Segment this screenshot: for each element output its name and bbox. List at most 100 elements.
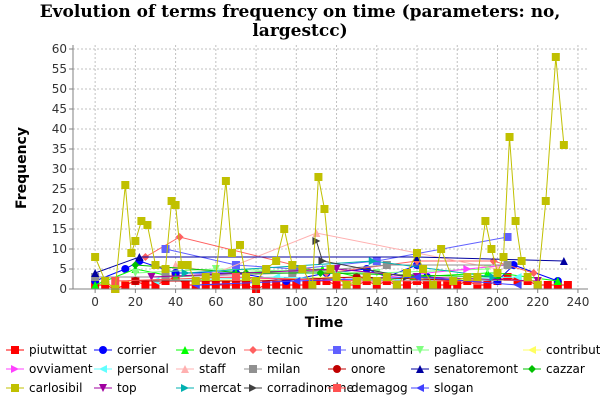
data-point (503, 233, 512, 241)
data-point (437, 245, 446, 253)
data-point (137, 217, 146, 225)
legend-item-cazzar: cazzar (523, 362, 585, 376)
legend-item-top: top (94, 381, 137, 395)
y-tick-label: 0 (59, 282, 67, 296)
legend-item-carlosibil: carlosibil (6, 381, 82, 395)
data-point (513, 281, 522, 289)
y-tick-label: 35 (52, 142, 67, 156)
data-point (221, 281, 230, 289)
y-tick-label: 45 (52, 102, 67, 116)
legend-marker (11, 346, 19, 354)
data-point (523, 273, 532, 281)
legend-item-contribut: contribut (523, 343, 600, 357)
x-axis-label: Time (305, 315, 343, 331)
legend-label: cazzar (546, 362, 585, 376)
chart-title-line-1: Evolution of terms frequency on time (pa… (40, 2, 561, 22)
legend-marker (11, 384, 19, 392)
legend-marker (416, 346, 424, 354)
data-point (320, 205, 329, 213)
data-point (505, 133, 514, 141)
data-point (372, 277, 381, 285)
data-point (413, 249, 422, 257)
legend-marker (99, 384, 107, 392)
legend-label: top (117, 381, 137, 395)
x-tick-label: 80 (248, 295, 263, 309)
legend-label: carlosibil (29, 381, 82, 395)
data-point (308, 281, 317, 289)
plot-area: 0 20 40 60 80 100 120 140 160 180 200 220 240 0 5 10 15 2… (52, 42, 590, 309)
legend-item-milan: milan (244, 362, 300, 376)
data-point (473, 273, 482, 281)
legend-item-devon: devon (176, 343, 236, 357)
legend-label: piutwittat (29, 343, 87, 357)
legend-marker (99, 346, 107, 354)
x-tick-label: 140 (365, 295, 388, 309)
data-point (372, 257, 381, 265)
data-point (131, 277, 140, 285)
legend-label: senatoremont (434, 362, 518, 376)
x-tick-label: 160 (406, 295, 429, 309)
data-point (551, 53, 560, 61)
data-point (252, 277, 261, 285)
legend-marker (528, 346, 536, 354)
data-point (443, 281, 452, 289)
data-point (509, 261, 518, 269)
data-point (211, 273, 220, 281)
series-line-devon (94, 268, 558, 286)
data-point (288, 261, 297, 269)
legend-marker (333, 365, 341, 373)
data-point (392, 281, 401, 289)
data-point (171, 201, 180, 209)
legend: piutwittat corrier devon tecnic unomattin pag… (6, 343, 600, 395)
data-point (111, 277, 120, 285)
legend-marker (181, 365, 189, 373)
data-point (272, 273, 281, 281)
data-point (262, 265, 271, 273)
data-point (543, 281, 552, 289)
legend-item-pagliacc: pagliacc (411, 343, 484, 357)
data-point (489, 273, 498, 281)
data-point (342, 281, 351, 289)
data-point (151, 281, 160, 289)
legend-marker (333, 384, 341, 392)
data-point (316, 269, 325, 277)
legend-marker (528, 365, 536, 373)
data-point (161, 245, 170, 253)
legend-item-demagog: demagog (328, 381, 408, 395)
data-point (322, 277, 331, 285)
x-tick-label: 240 (566, 295, 589, 309)
data-point (235, 241, 244, 249)
data-point (553, 277, 562, 285)
legend-label: pagliacc (434, 343, 484, 357)
data-point (201, 273, 210, 281)
legend-label: personal (117, 362, 169, 376)
legend-label: devon (199, 343, 236, 357)
data-point (481, 217, 490, 225)
x-tick-label: 100 (285, 295, 308, 309)
legend-marker (181, 384, 189, 392)
legend-item-unomattin: unomattin (328, 343, 413, 357)
legend-item-staff: staff (176, 362, 226, 376)
data-point (211, 281, 220, 289)
legend-marker (249, 346, 257, 354)
data-point (382, 261, 391, 269)
x-tick-label: 200 (486, 295, 509, 309)
legend-item-ovviament: ovviament (6, 362, 93, 376)
data-point (231, 273, 240, 281)
data-point (368, 257, 377, 265)
data-point (402, 269, 411, 277)
data-point (191, 277, 200, 285)
data-point (332, 265, 341, 273)
y-tick-label: 60 (52, 42, 67, 56)
data-point (101, 277, 110, 285)
data-point (177, 261, 186, 269)
data-point (135, 253, 144, 261)
data-point (487, 245, 496, 253)
data-point (559, 141, 568, 149)
legend-label: onore (351, 362, 385, 376)
data-point (262, 281, 271, 289)
data-point (513, 273, 522, 281)
y-tick-label: 15 (52, 222, 67, 236)
data-point (352, 277, 361, 285)
